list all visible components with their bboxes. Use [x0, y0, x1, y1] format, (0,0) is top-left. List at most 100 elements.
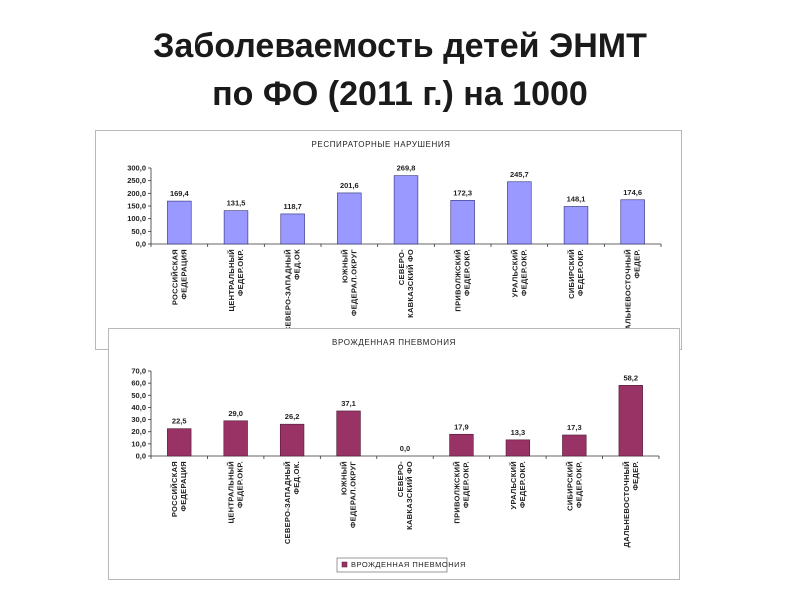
respiratory-chart: РЕСПИРАТОРНЫЕ НАРУШЕНИЯ 0,0 50,0 100,0 150,0…	[95, 130, 682, 350]
respiratory-value-label: 148,1	[567, 194, 586, 203]
pneumonia-category-label-line: СИБИРСКИЙ	[565, 461, 574, 511]
slide-title-line-1: Заболеваемость детей ЭНМТ	[153, 27, 647, 65]
pneumonia-category-label: УРАЛЬСКИЙ ФЕДЕР.ОКР.	[509, 461, 527, 509]
pneumonia-value-label: 17,9	[454, 422, 469, 431]
pneumonia-bar	[618, 385, 643, 457]
respiratory-chart-title: РЕСПИРАТОРНЫЕ НАРУШЕНИЯ	[311, 140, 450, 149]
respiratory-y-tick-label: 150,0	[127, 202, 146, 211]
respiratory-category-label: ПРИВОЛЖСКИЙ ФЕДЕР.ОКР.	[454, 249, 472, 312]
pneumonia-value-label: 37,1	[341, 399, 356, 408]
respiratory-category-label: СЕВЕРО-ЗАПАДНЫЙ ФЕД.ОК	[284, 249, 302, 332]
respiratory-value-label: 245,7	[510, 170, 529, 179]
respiratory-bar	[563, 206, 589, 245]
pneumonia-y-tick-label: 40,0	[131, 403, 146, 412]
pneumonia-bar	[223, 420, 248, 457]
respiratory-category-label-line: УРАЛЬСКИЙ	[510, 249, 519, 297]
pneumonia-bar	[336, 410, 361, 457]
respiratory-category-label-line: ФЕДЕР.ОКР.	[519, 249, 528, 296]
respiratory-bar	[223, 210, 249, 245]
pneumonia-category-label: ДАЛЬНЕВОСТОЧНЫЙ ФЕДЕР.	[622, 461, 640, 547]
pneumonia-category-label-line: СЕВЕРО-	[396, 461, 405, 497]
pneumonia-category-label-line: ЮЖНЫЙ	[340, 461, 349, 495]
pneumonia-value-label: 26,2	[285, 412, 300, 421]
respiratory-chart-svg: РЕСПИРАТОРНЫЕ НАРУШЕНИЯ 0,0 50,0 100,0 150,0…	[127, 140, 662, 335]
pneumonia-category-label-line: ФЕДЕР.ОКР.	[574, 461, 583, 508]
pneumonia-value-label: 22,5	[172, 417, 187, 426]
pneumonia-category-label-line: РОССИЙСКАЯ	[170, 461, 179, 517]
respiratory-category-label-line: СЕВЕРО-ЗАПАДНЫЙ	[284, 249, 293, 332]
pneumonia-bar	[505, 439, 531, 457]
pneumonia-y-tick-label: 0,0	[136, 452, 146, 461]
respiratory-category-label-line: СИБИРСКИЙ	[567, 249, 576, 299]
respiratory-category-label: ЦЕНТРАЛЬНЫЙ ФЕДЕР.ОКР.	[227, 249, 245, 311]
respiratory-value-label: 201,6	[340, 181, 359, 190]
pneumonia-value-label: 58,2	[623, 373, 638, 382]
pneumonia-legend-swatch	[341, 561, 348, 568]
respiratory-category-label-line: КАВКАЗСКИЙ ФО	[406, 249, 415, 318]
pneumonia-chart-svg: ВРОЖДЕННАЯ ПНЕВМОНИЯ 0,0 10,0 20,0 30,0 40,0 5…	[131, 338, 660, 573]
respiratory-category-label: СИБИРСКИЙ ФЕДЕР.ОКР.	[567, 249, 585, 299]
pneumonia-category-label-line: ФЕД.ОК.	[292, 461, 301, 494]
respiratory-y-tick-label: 0,0	[136, 240, 146, 249]
respiratory-category-label-line: ФЕДЕРАЦИЯ	[179, 249, 188, 299]
respiratory-y-tick-label: 250,0	[127, 176, 146, 185]
pneumonia-y-tick-label: 10,0	[131, 439, 146, 448]
pneumonia-y-tick-label: 20,0	[131, 427, 146, 436]
pneumonia-bar	[562, 434, 587, 457]
pneumonia-category-label: СЕВЕРО-ЗАПАДНЫЙ ФЕД.ОК.	[283, 461, 301, 544]
pneumonia-category-label: СЕВЕРО- КАВКАЗСКИЙ ФО	[396, 461, 414, 530]
pneumonia-value-label: 0,0	[400, 444, 410, 453]
pneumonia-value-label: 17,3	[567, 423, 582, 432]
respiratory-bar	[450, 200, 475, 245]
pneumonia-category-label-line: ФЕДЕРАЛ.ОКРУГ	[349, 461, 358, 529]
pneumonia-category-label-line: ДАЛЬНЕВОСТОЧНЫЙ	[622, 461, 631, 547]
slide-title-line-2: по ФО (2011 г.) на 1000	[212, 75, 588, 113]
respiratory-value-label: 172,3	[453, 188, 472, 197]
respiratory-y-tick-label: 300,0	[127, 164, 146, 173]
pneumonia-category-label-line: ЦЕНТРАЛЬНЫЙ	[227, 461, 236, 523]
respiratory-category-label-line: ДАЛЬНЕВОСТОЧНЫЙ	[624, 249, 633, 335]
respiratory-category-label-line: ЮЖНЫЙ	[340, 249, 349, 283]
respiratory-bar	[337, 192, 362, 245]
respiratory-category-label: ДАЛЬНЕВОСТОЧНЫЙ ФЕДЕР.	[624, 249, 642, 335]
respiratory-category-label-line: РОССИЙСКАЯ	[170, 249, 179, 305]
respiratory-bar	[507, 181, 532, 245]
respiratory-category-label-line: ФЕДЕР.	[633, 249, 642, 279]
respiratory-value-label: 174,6	[623, 188, 642, 197]
pneumonia-category-label: ПРИВОЛЖСКИЙ ФЕДЕР.ОКР.	[452, 461, 470, 524]
pneumonia-chart-title: ВРОЖДЕННАЯ ПНЕВМОНИЯ	[332, 338, 456, 347]
pneumonia-category-label: ЦЕНТРАЛЬНЫЙ ФЕДЕР.ОКР.	[227, 461, 245, 523]
respiratory-category-label-line: ФЕДЕР.ОКР.	[576, 249, 585, 296]
pneumonia-category-label-line: ФЕДЕР.	[631, 461, 640, 491]
respiratory-bar	[620, 199, 645, 245]
respiratory-bar	[167, 200, 192, 245]
respiratory-y-tick-label: 50,0	[131, 227, 146, 236]
pneumonia-category-label: СИБИРСКИЙ ФЕДЕР.ОКР.	[565, 461, 583, 511]
pneumonia-y-tick-label: 50,0	[131, 391, 146, 400]
pneumonia-legend-label: ВРОЖДЕННАЯ ПНЕВМОНИЯ	[351, 560, 466, 569]
pneumonia-category-label-line: ФЕДЕР.ОКР.	[461, 461, 470, 508]
respiratory-category-label: УРАЛЬСКИЙ ФЕДЕР.ОКР.	[510, 249, 528, 297]
pneumonia-legend: ВРОЖДЕННАЯ ПНЕВМОНИЯ	[336, 557, 466, 573]
respiratory-value-label: 269,8	[397, 164, 416, 173]
pneumonia-value-label: 29,0	[228, 409, 243, 418]
pneumonia-bar	[449, 433, 474, 457]
respiratory-category-label-line: ЦЕНТРАЛЬНЫЙ	[227, 249, 236, 311]
pneumonia-chart: ВРОЖДЕННАЯ ПНЕВМОНИЯ 0,0 10,0 20,0 30,0 40,0 5…	[108, 328, 680, 580]
respiratory-category-label-line: ФЕДЕР.ОКР.	[463, 249, 472, 296]
pneumonia-category-label-line: ФЕДЕР.ОКР.	[518, 461, 527, 508]
slide-title: Заболеваемость детей ЭНМТ по ФО (2011 г.…	[0, 22, 800, 118]
pneumonia-category-label-line: ФЕДЕРАЦИЯ	[179, 461, 188, 511]
respiratory-category-label-line: ФЕДЕР.ОКР.	[236, 249, 245, 296]
respiratory-value-label: 118,7	[283, 202, 301, 211]
respiratory-y-tick-label: 200,0	[127, 189, 146, 198]
respiratory-y-tick-label: 100,0	[127, 214, 146, 223]
respiratory-value-label: 169,4	[170, 189, 190, 198]
pneumonia-value-label: 13,3	[511, 428, 526, 437]
respiratory-bar	[393, 175, 419, 245]
pneumonia-category-label-line: ПРИВОЛЖСКИЙ	[452, 461, 461, 524]
pneumonia-category-label: РОССИЙСКАЯ ФЕДЕРАЦИЯ	[170, 461, 188, 517]
respiratory-category-label: СЕВЕРО- КАВКАЗСКИЙ ФО	[397, 249, 415, 318]
respiratory-bar	[280, 213, 305, 245]
respiratory-category-label: РОССИЙСКАЯ ФЕДЕРАЦИЯ	[170, 249, 188, 305]
